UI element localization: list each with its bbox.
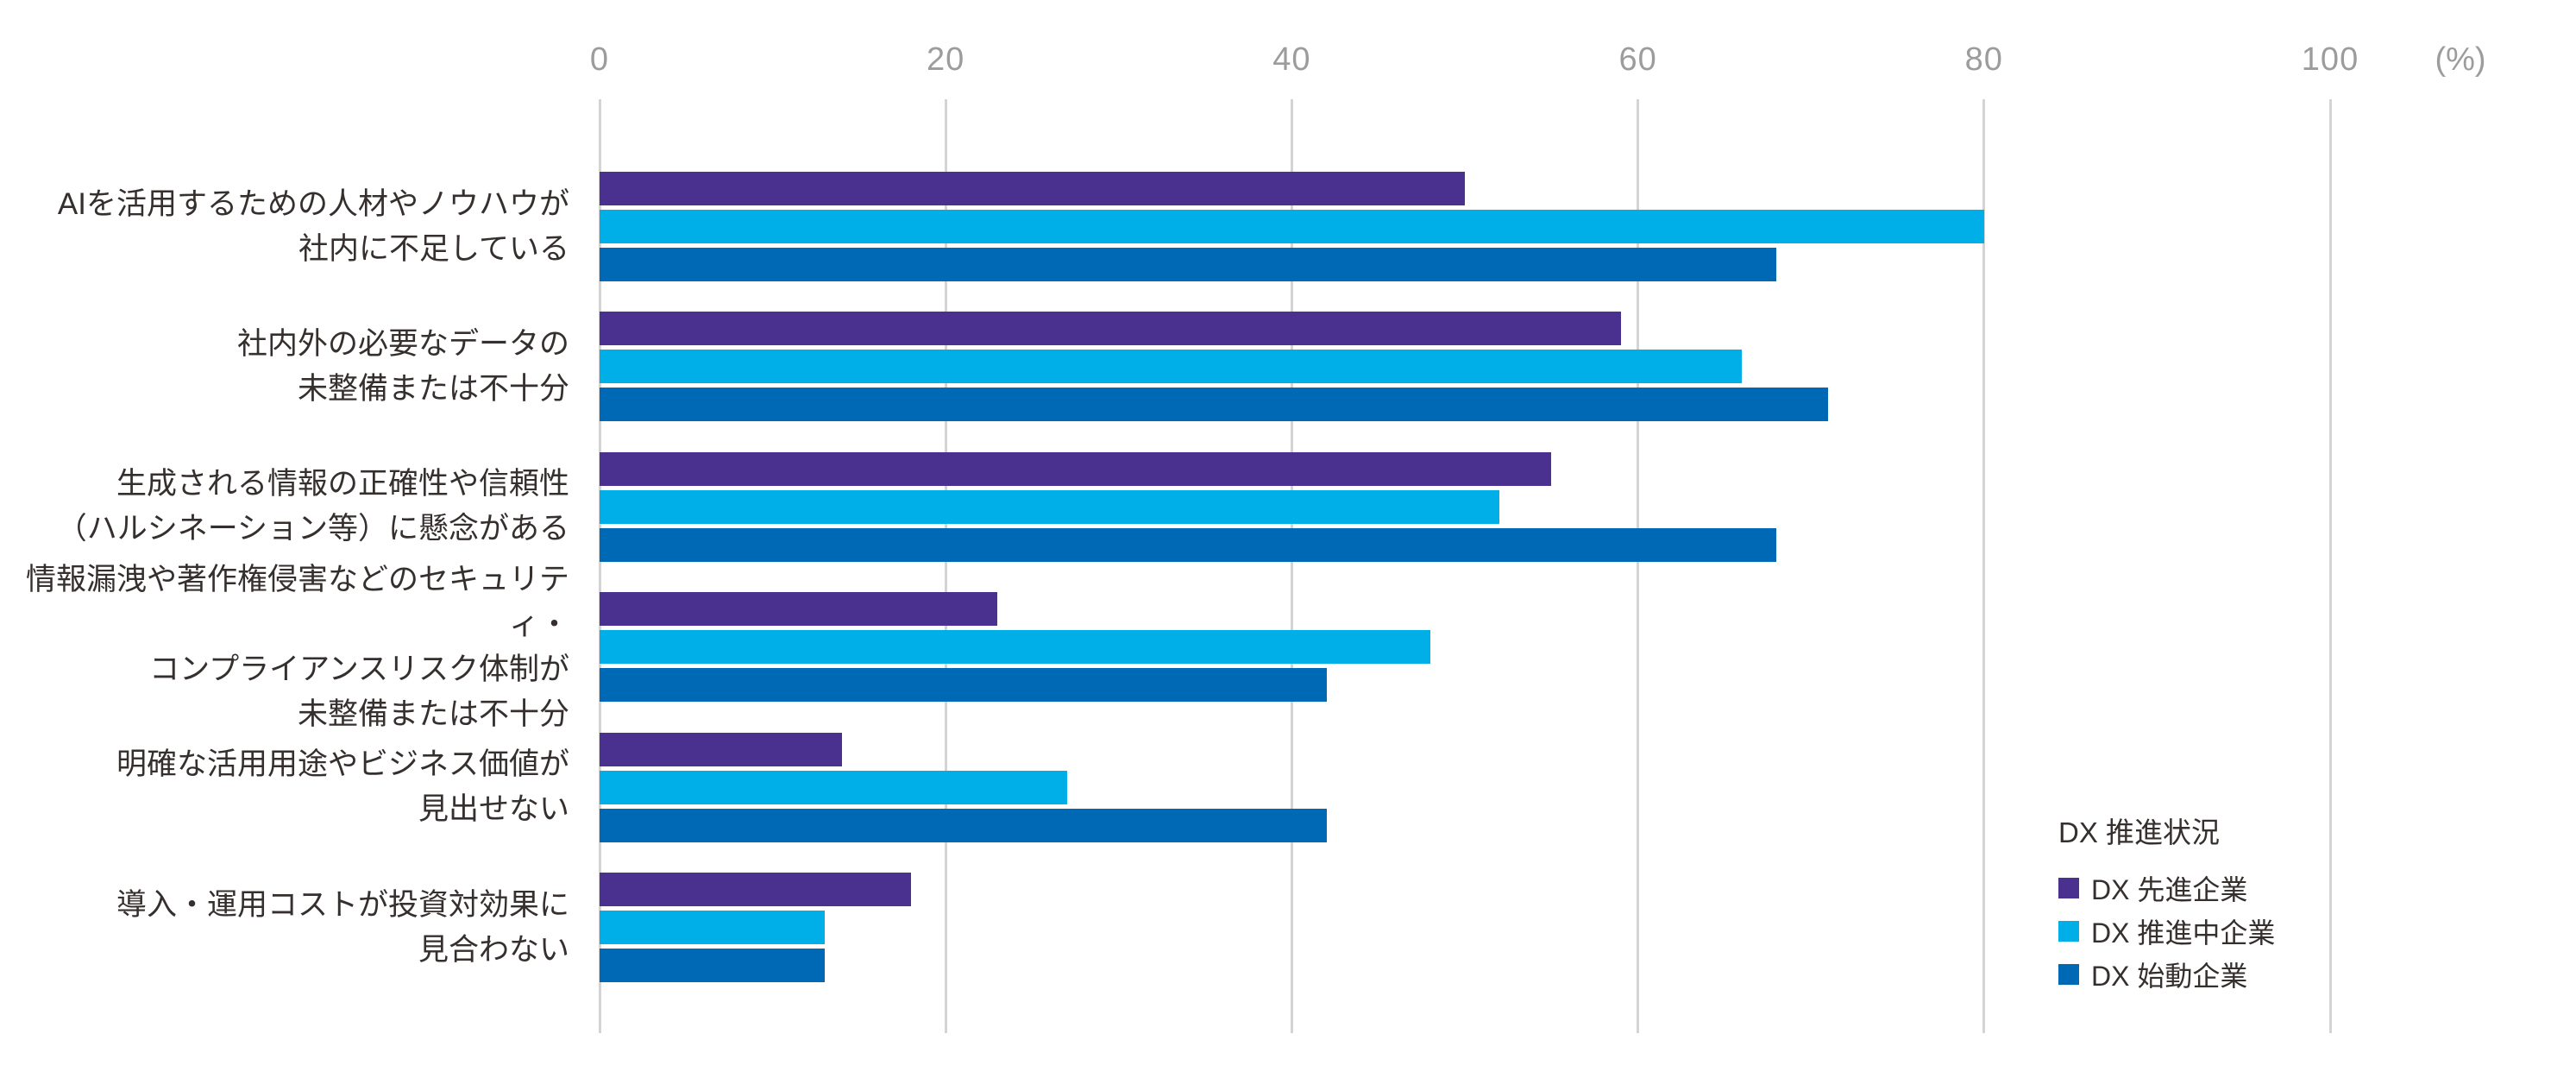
category-label: 社内外の必要なデータの未整備または不十分 (0, 299, 569, 434)
bar (600, 312, 1621, 346)
gridline (2328, 99, 2332, 1033)
category-label-line: 見合わない (418, 932, 569, 967)
category-label-line: 見出せない (418, 792, 569, 827)
category-label-line: 未整備または不十分 (297, 697, 569, 731)
gridline (1290, 99, 1293, 1033)
axis-tick-label: 100 (2301, 41, 2359, 78)
category-label-line: AIを活用するための人材やノウハウが (57, 186, 569, 221)
category-label-line: コンプライアンスリスク体制が (149, 652, 569, 686)
bar (600, 873, 912, 906)
bar (600, 388, 1829, 422)
legend-item: DX 先進企業 (2058, 867, 2275, 910)
bar (600, 949, 825, 982)
category-label-line: 未整備または不十分 (297, 371, 569, 406)
legend-title: DX 推進状況 (2058, 816, 2221, 848)
bar (600, 248, 1777, 281)
category-label: 明確な活用用途やビジネス価値が見出せない (0, 720, 569, 855)
category-label: 導入・運用コストが投資対効果に見合わない (0, 860, 569, 995)
legend-item: DX 推進中企業 (2058, 910, 2275, 953)
legend-swatch-icon (2058, 921, 2079, 942)
bar (600, 770, 1067, 804)
legend: DX 推進状況 DX 先進企業 DX 推進中企業 DX 始動企業 (2058, 810, 2275, 996)
category-label-line: 導入・運用コストが投資対効果に (116, 887, 569, 922)
bar (600, 668, 1327, 703)
category-label-line: 明確な活用用途やビジネス価値が (116, 747, 569, 782)
bar (600, 592, 998, 627)
axis-tick-label: 80 (1964, 41, 2003, 78)
bar (600, 451, 1552, 486)
bar (600, 489, 1500, 524)
category-label-line: （ハルシネーション等）に懸念がある (56, 512, 569, 546)
axis-tick-label: 60 (1618, 41, 1657, 78)
legend-label: DX 始動企業 (2091, 961, 2248, 992)
bar (600, 172, 1465, 205)
legend-items: DX 先進企業 DX 推進中企業 DX 始動企業 (2058, 867, 2275, 996)
category-label-line: 社内に不足している (298, 231, 569, 266)
category-label: 生成される情報の正確性や信頼性 （ハルシネーション等）に懸念がある (0, 439, 569, 575)
bar (600, 911, 825, 944)
category-label-line: 社内外の必要なデータの (236, 326, 569, 361)
category-label-line: 生成される情報の正確性や信頼性 (116, 467, 569, 501)
bar (600, 350, 1742, 384)
legend-label: DX 先進企業 (2091, 874, 2248, 905)
legend-swatch-icon (2058, 964, 2079, 985)
legend-swatch-icon (2058, 878, 2079, 898)
axis-tick-label: 20 (927, 41, 965, 78)
bar (600, 630, 1430, 665)
bar (600, 210, 1984, 243)
gridline (1982, 99, 1986, 1033)
bar (600, 527, 1777, 562)
category-label-line: 情報漏洩や著作権侵害などのセキュリティ・ (25, 562, 569, 641)
axis-tick-label: 0 (589, 41, 610, 78)
gridline (598, 99, 601, 1033)
category-label: 情報漏洩や著作権侵害などのセキュリティ・コンプライアンスリスク体制が未整備または… (0, 563, 569, 731)
gridline (1637, 99, 1640, 1033)
bar (600, 808, 1327, 842)
legend-item: DX 始動企業 (2058, 953, 2275, 996)
legend-label: DX 推進中企業 (2091, 917, 2276, 949)
category-label: AIを活用するための人材やノウハウが社内に不足している (0, 159, 569, 294)
gridline (944, 99, 947, 1033)
axis-tick-label: 40 (1272, 41, 1311, 78)
bar (600, 732, 842, 766)
axis-unit-label: (%) (2435, 41, 2486, 78)
